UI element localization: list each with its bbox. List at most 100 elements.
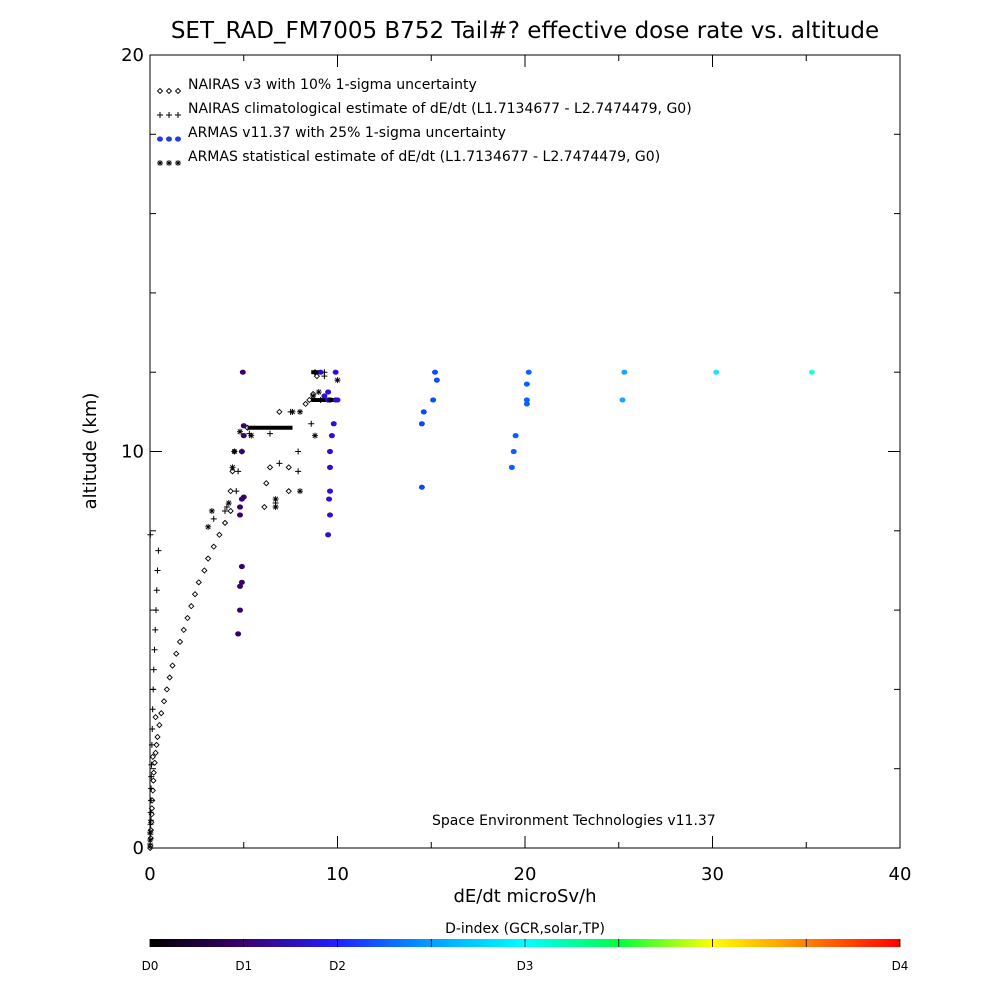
data-point xyxy=(210,515,217,522)
data-point xyxy=(418,484,425,490)
x-tick-label: 40 xyxy=(889,864,912,885)
data-point xyxy=(276,408,283,415)
data-point xyxy=(169,662,176,669)
legend-marker xyxy=(157,160,163,166)
legend-marker xyxy=(165,87,173,95)
data-point xyxy=(295,448,302,455)
legend-marker xyxy=(166,160,172,166)
data-point xyxy=(147,837,154,844)
data-point xyxy=(713,369,720,375)
data-point xyxy=(155,547,162,554)
data-point xyxy=(297,408,303,415)
data-point xyxy=(263,480,270,487)
x-tick-label: 10 xyxy=(326,864,349,885)
data-point xyxy=(158,710,165,717)
data-point xyxy=(147,531,154,538)
data-point xyxy=(153,607,159,614)
data-point xyxy=(210,543,217,550)
data-point xyxy=(208,507,215,514)
data-point xyxy=(261,503,268,511)
legend-marker xyxy=(157,112,163,118)
data-point xyxy=(512,433,519,439)
data-point xyxy=(295,468,302,475)
data-point xyxy=(327,464,333,470)
legend-label: NAIRAS climatological estimate of dE/dt … xyxy=(188,101,692,117)
data-point xyxy=(317,369,324,375)
data-point xyxy=(325,532,332,538)
data-point xyxy=(163,686,171,693)
data-point xyxy=(150,686,157,693)
data-point xyxy=(266,464,274,471)
colorbar-label: D2 xyxy=(329,959,346,973)
data-point xyxy=(308,420,315,427)
data-point xyxy=(240,423,247,429)
legend-marker xyxy=(166,136,172,142)
data-point xyxy=(327,488,333,494)
colorbar-labels: D0 D1 D2 D3 D4 xyxy=(142,959,909,973)
data-point xyxy=(334,377,341,384)
data-point xyxy=(432,369,438,375)
data-point xyxy=(523,381,530,387)
data-point xyxy=(237,583,243,589)
data-point xyxy=(227,507,234,515)
data-point xyxy=(248,432,255,439)
data-point xyxy=(272,504,279,511)
legend: NAIRAS v3 with 10% 1-sigma uncertainty NA… xyxy=(156,77,692,166)
legend-entry: ARMAS statistical estimate of dE/dt (L1.… xyxy=(157,149,660,166)
data-point xyxy=(302,400,309,408)
data-point xyxy=(276,460,283,467)
data-point xyxy=(205,523,212,530)
series-diamond xyxy=(147,369,321,852)
legend-label: ARMAS v11.37 with 25% 1-sigma uncertaint… xyxy=(188,125,506,141)
data-point xyxy=(523,397,530,403)
data-point xyxy=(508,464,515,470)
data-point xyxy=(808,369,815,375)
data-point xyxy=(328,433,335,439)
legend-entry: NAIRAS climatological estimate of dE/dt … xyxy=(157,101,692,118)
data-point xyxy=(313,373,321,380)
data-point xyxy=(204,555,212,562)
data-point xyxy=(151,646,158,653)
data-point xyxy=(191,591,199,598)
data-point xyxy=(227,488,234,495)
data-point xyxy=(237,428,243,435)
data-point xyxy=(433,377,440,383)
x-tick-label: 0 xyxy=(144,864,155,885)
data-point xyxy=(523,401,530,407)
data-point xyxy=(334,397,341,403)
data-point xyxy=(240,494,247,500)
data-point xyxy=(173,650,180,657)
data-point xyxy=(229,468,236,475)
data-point xyxy=(152,626,159,633)
data-point xyxy=(148,805,156,812)
legend-entry: NAIRAS v3 with 10% 1-sigma uncertainty xyxy=(156,77,477,95)
data-point xyxy=(306,396,313,404)
colorbar-title: D-index (GCR,solar,TP) xyxy=(445,921,605,937)
data-point xyxy=(153,741,160,749)
y-axis-label: altitude (km) xyxy=(80,393,101,510)
data-point xyxy=(235,631,242,637)
data-point xyxy=(188,602,195,610)
data-point xyxy=(180,626,187,634)
data-point xyxy=(285,488,292,495)
data-point xyxy=(619,397,626,403)
legend-entry: ARMAS v11.37 with 25% 1-sigma uncertaint… xyxy=(157,125,506,142)
data-point xyxy=(156,721,163,729)
data-point xyxy=(153,587,160,594)
chart-title: SET_RAD_FM7005 B752 Tail#? effective dos… xyxy=(171,18,879,44)
data-point xyxy=(238,448,245,455)
data-point xyxy=(201,567,208,574)
data-point xyxy=(238,563,245,570)
data-point xyxy=(150,666,157,673)
data-point xyxy=(231,448,238,455)
data-point xyxy=(621,369,628,375)
series-asterisk xyxy=(147,377,341,844)
legend-marker xyxy=(175,136,181,142)
data-point xyxy=(147,797,154,804)
data-point xyxy=(239,369,246,375)
x-tick-label: 30 xyxy=(701,864,724,885)
data-point xyxy=(148,741,155,748)
data-point xyxy=(147,809,154,816)
data-point xyxy=(310,392,317,399)
x-tick-label: 20 xyxy=(514,864,537,885)
